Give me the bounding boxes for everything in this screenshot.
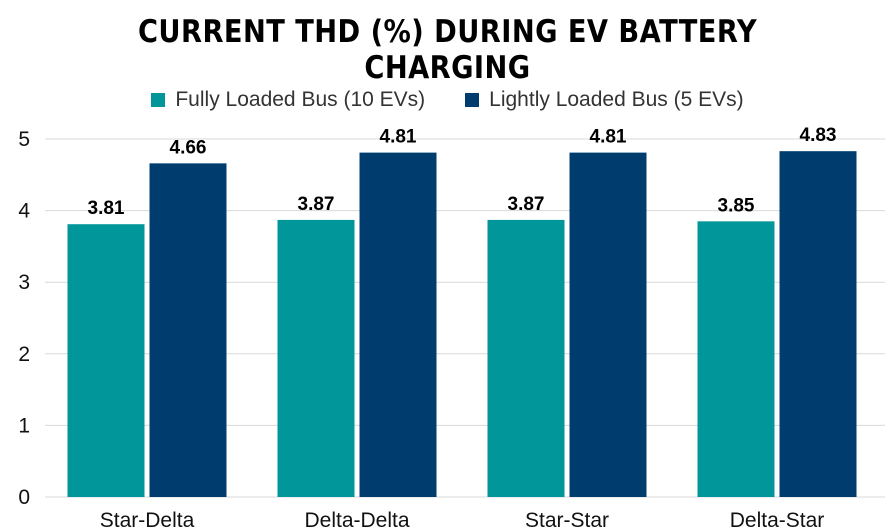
y-tick-label-0: 0 xyxy=(18,486,30,509)
y-tick-label-3: 3 xyxy=(18,271,30,294)
legend-label-series-2: Lightly Loaded Bus (5 EVs) xyxy=(489,88,744,111)
x-tick-label-4: Delta-Star xyxy=(730,509,825,529)
bar-2-2 xyxy=(359,152,437,497)
bar-1-1 xyxy=(67,224,145,498)
y-tick-label-4: 4 xyxy=(18,200,30,223)
data-label-1-1: 3.81 xyxy=(88,198,125,219)
x-tick-label-1: Star-Delta xyxy=(100,509,195,529)
bar-1-4 xyxy=(697,221,775,497)
legend: Fully Loaded Bus (10 EVs) Lightly Loaded… xyxy=(0,88,895,112)
y-tick-label-1: 1 xyxy=(18,414,30,437)
data-label-2-4: 4.83 xyxy=(800,125,837,146)
x-tick-label-2: Delta-Delta xyxy=(304,509,409,529)
data-label-2-1: 4.66 xyxy=(170,137,207,158)
bar-2-1 xyxy=(149,163,227,497)
data-label-1-2: 3.87 xyxy=(298,194,335,215)
y-tick-label-2: 2 xyxy=(18,343,30,366)
data-label-1-4: 3.85 xyxy=(718,195,755,216)
legend-item-series-1: Fully Loaded Bus (10 EVs) xyxy=(151,88,425,112)
chart-title: CURRENT THD (%) DURING EV BATTERY CHARGI… xyxy=(137,14,758,86)
x-tick-label-3: Star-Star xyxy=(525,509,609,529)
legend-label-series-1: Fully Loaded Bus (10 EVs) xyxy=(175,88,426,111)
bar-1-3 xyxy=(487,219,565,497)
legend-item-series-2: Lightly Loaded Bus (5 EVs) xyxy=(465,88,744,112)
legend-swatch-series-2 xyxy=(465,93,480,107)
bar-2-4 xyxy=(779,151,857,497)
y-tick-label-5: 5 xyxy=(18,128,30,151)
data-label-2-2: 4.81 xyxy=(380,127,417,148)
bar-1-2 xyxy=(277,219,355,497)
legend-swatch-series-1 xyxy=(151,93,166,107)
bar-2-3 xyxy=(569,152,647,497)
data-label-1-3: 3.87 xyxy=(508,194,545,215)
data-label-2-3: 4.81 xyxy=(590,127,627,148)
